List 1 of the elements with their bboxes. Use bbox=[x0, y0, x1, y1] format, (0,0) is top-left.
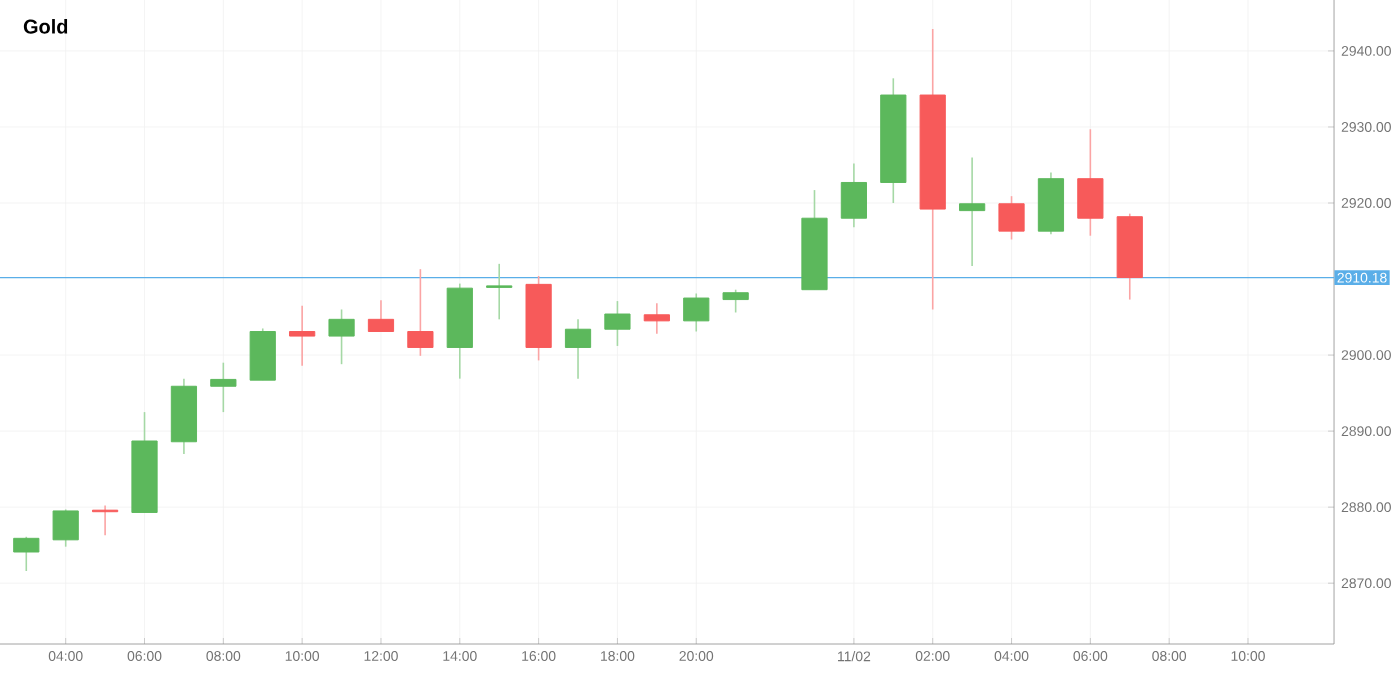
text: Gold bbox=[23, 19, 68, 34]
